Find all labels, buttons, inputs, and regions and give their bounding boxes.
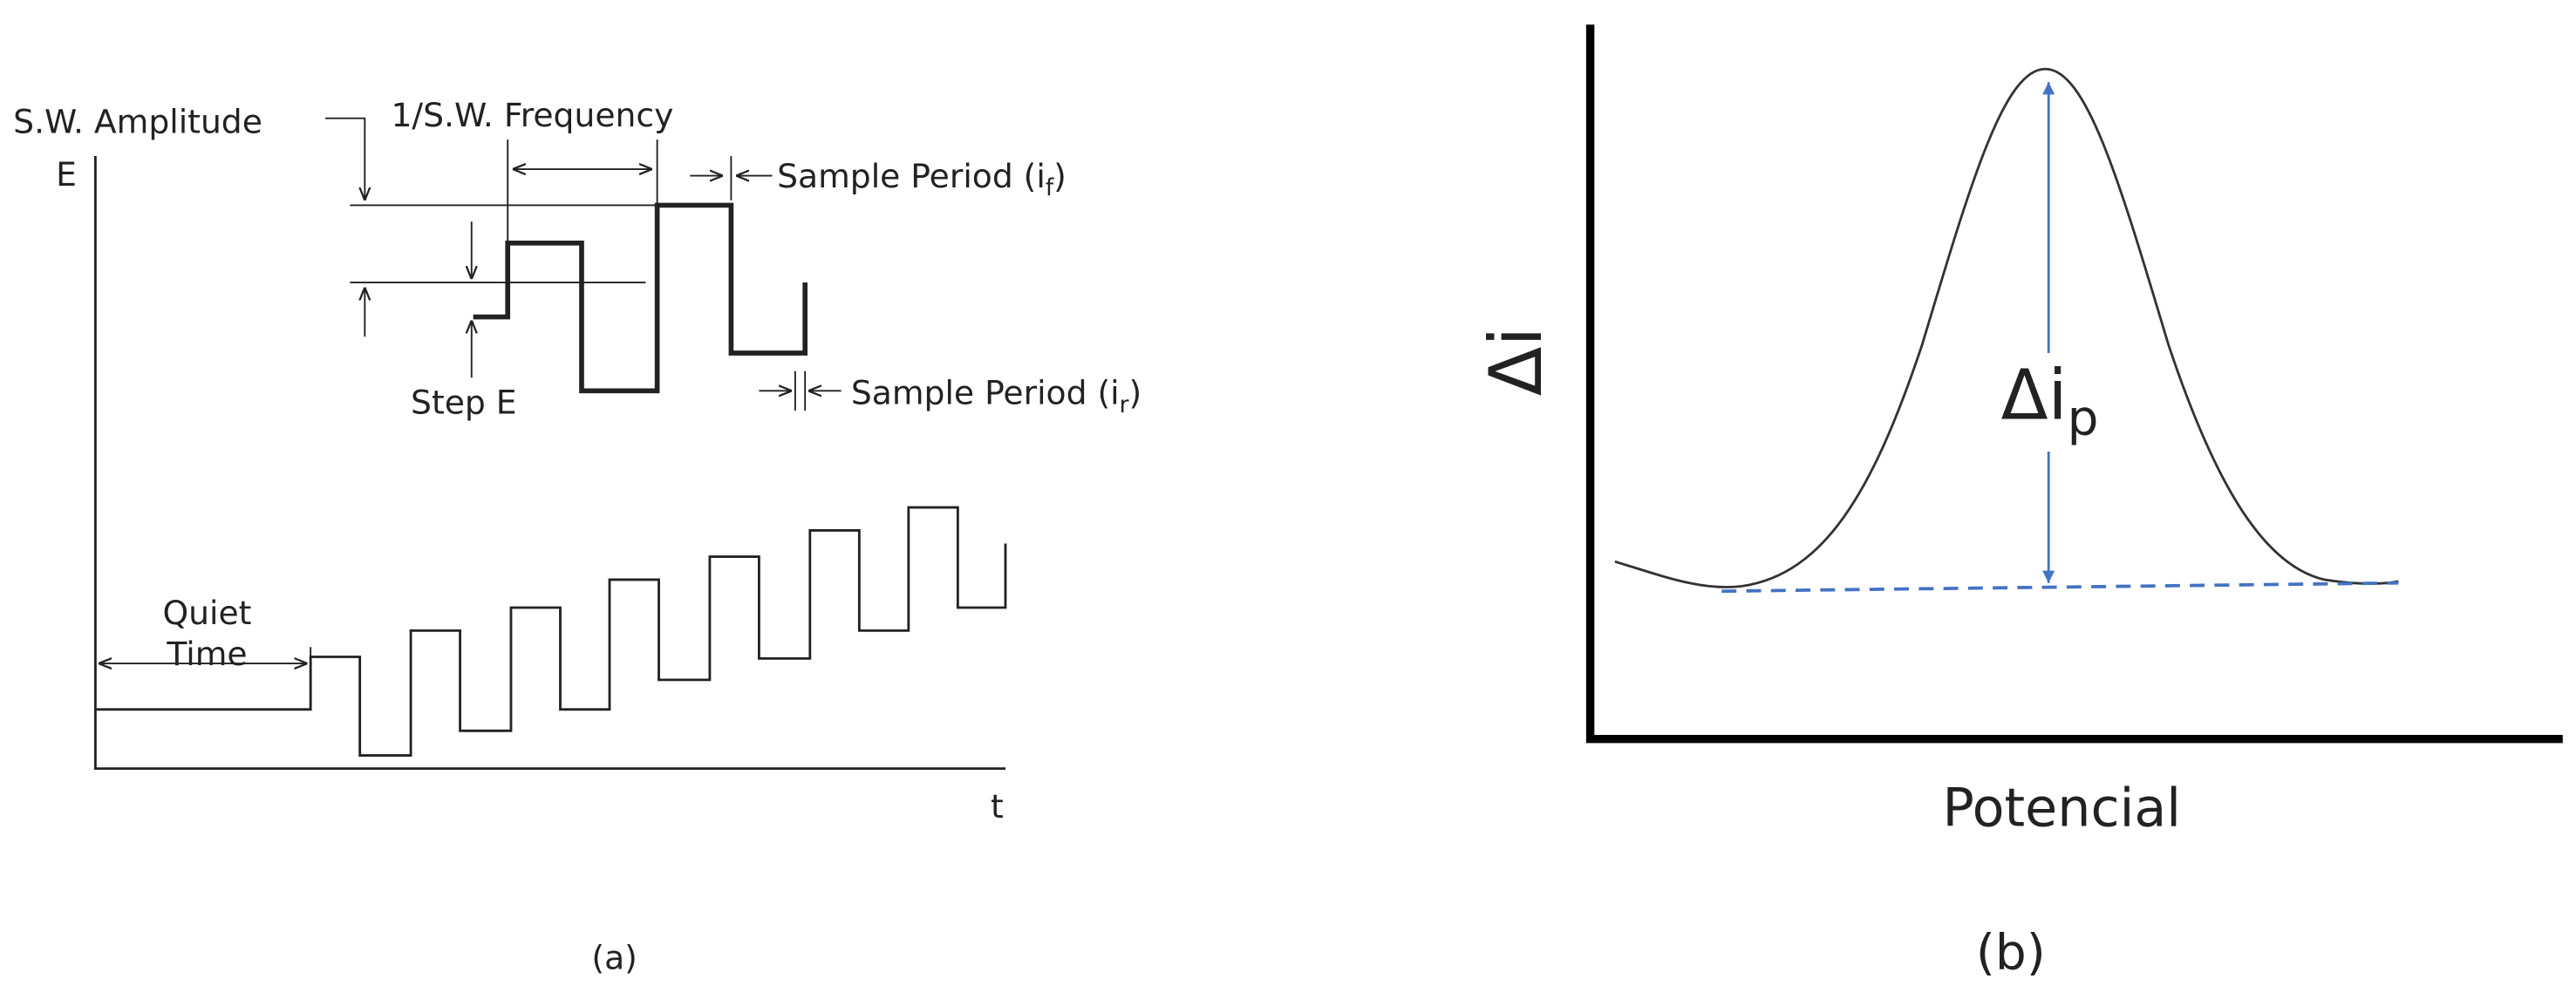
label: Quiet bbox=[163, 594, 252, 632]
axes bbox=[1585, 24, 2563, 744]
amp-arrow bbox=[325, 117, 365, 201]
label: 1/S.W. Frequency bbox=[391, 96, 673, 134]
label: S.W. Amplitude bbox=[13, 103, 262, 141]
axes bbox=[93, 155, 1005, 771]
baseline bbox=[1721, 581, 2399, 594]
waveform bbox=[95, 506, 1007, 757]
label: Step E bbox=[411, 384, 517, 422]
panel-b: Δi Δip Potencial (b) bbox=[1474, 24, 2563, 981]
peak-label: Δip bbox=[2001, 355, 2099, 447]
panel-a: S.W. Amplitude 1/S.W. Frequency Sample P… bbox=[13, 96, 1141, 976]
caption: (b) bbox=[1976, 924, 2046, 981]
label: Sample Period (if) bbox=[777, 157, 1067, 201]
label: Time bbox=[166, 635, 247, 673]
y-label: E bbox=[56, 155, 77, 194]
peak-curve bbox=[1614, 67, 2399, 588]
caption: (a) bbox=[591, 938, 637, 976]
x-label: Potencial bbox=[1942, 778, 2181, 839]
x-label: t bbox=[991, 787, 1004, 826]
y-label: Δi bbox=[1474, 327, 1558, 397]
label: Sample Period (ir) bbox=[851, 373, 1141, 418]
inset-waveform bbox=[473, 202, 808, 394]
